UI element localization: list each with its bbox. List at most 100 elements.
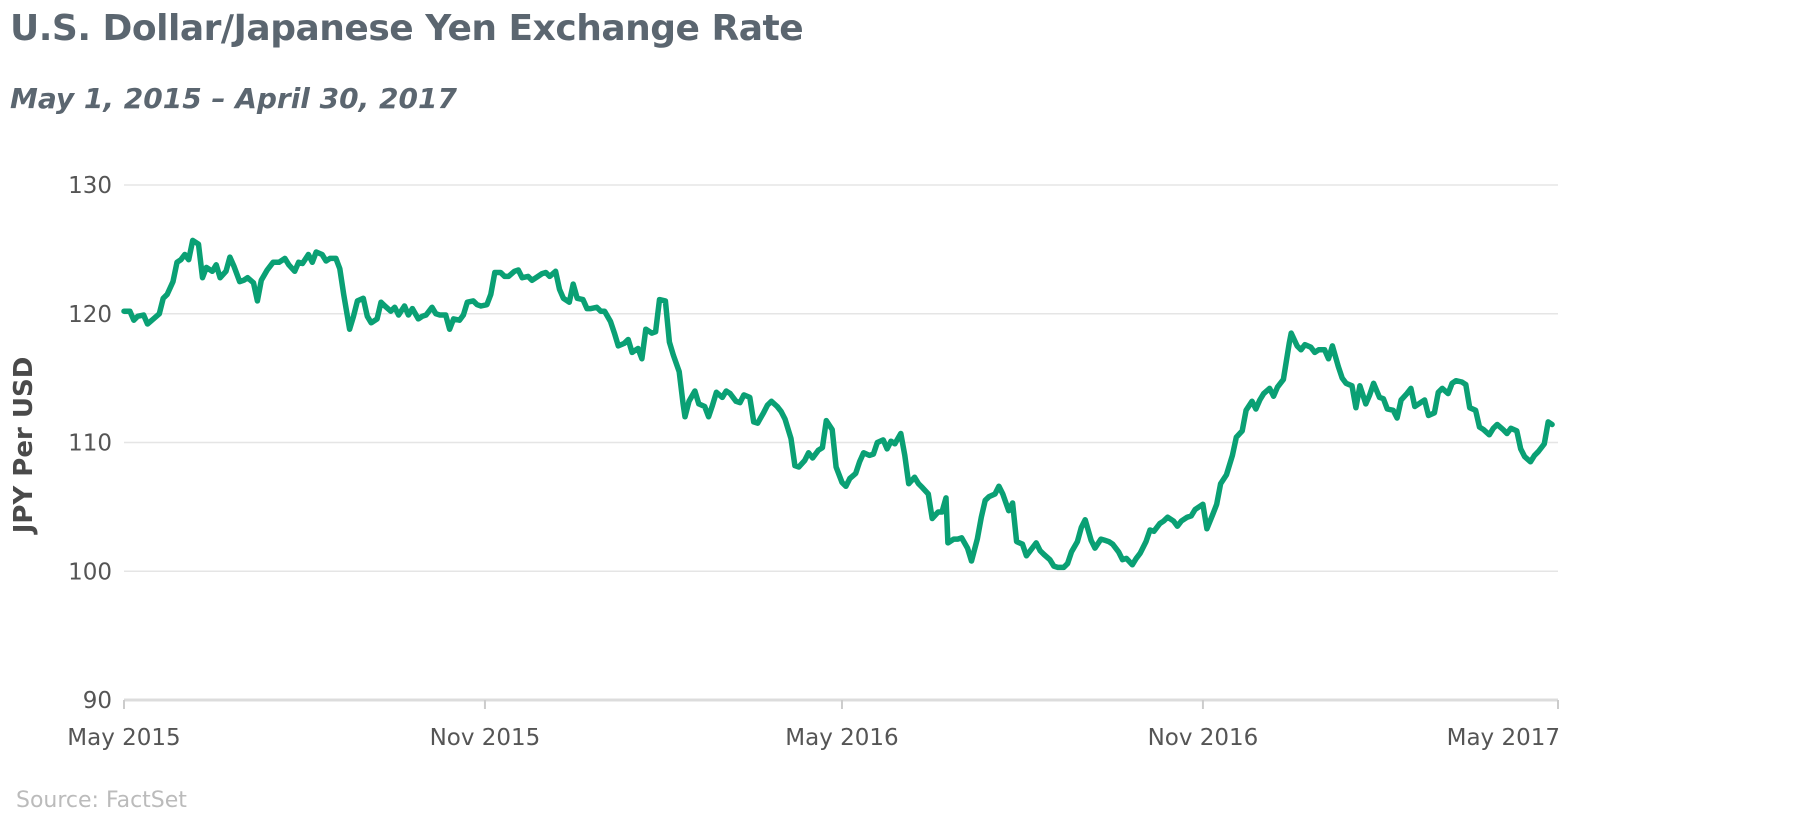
- data-point: [1177, 526, 1178, 527]
- data-point: [432, 307, 433, 308]
- data-point: [206, 267, 207, 268]
- data-point: [569, 302, 570, 303]
- data-point: [961, 537, 962, 538]
- data-point: [377, 318, 378, 319]
- data-point: [1493, 428, 1494, 429]
- y-tick-label-130: 130: [68, 173, 112, 199]
- data-point: [822, 447, 823, 448]
- data-point: [1324, 349, 1325, 350]
- data-point: [632, 352, 633, 353]
- data-point: [147, 324, 148, 325]
- data-point: [753, 421, 754, 422]
- data-point: [1355, 407, 1356, 408]
- data-point: [494, 272, 495, 273]
- data-point: [736, 401, 737, 402]
- data-point: [273, 262, 274, 263]
- data-point: [439, 315, 440, 316]
- data-point: [1255, 409, 1256, 410]
- data-point: [740, 402, 741, 403]
- data-point: [894, 443, 895, 444]
- data-point: [842, 482, 843, 483]
- data-point: [1544, 443, 1545, 444]
- data-point: [1428, 415, 1429, 416]
- data-point: [229, 257, 230, 258]
- data-point: [226, 271, 227, 272]
- data-point: [1104, 540, 1105, 541]
- data-point: [600, 311, 601, 312]
- data-point: [528, 276, 529, 277]
- data-point: [596, 307, 597, 308]
- data-point: [1346, 383, 1347, 384]
- data-point: [202, 277, 203, 278]
- data-point: [541, 273, 542, 274]
- data-point: [349, 329, 350, 330]
- data-point: [549, 276, 550, 277]
- data-point: [316, 252, 317, 253]
- data-point: [1022, 544, 1023, 545]
- data-point: [679, 371, 680, 372]
- data-point: [1424, 400, 1425, 401]
- y-axis-ticks: 90 100 110 120 130: [68, 173, 112, 714]
- data-point: [918, 483, 919, 484]
- data-point: [694, 391, 695, 392]
- data-point: [869, 455, 870, 456]
- data-point: [942, 512, 943, 513]
- y-axis-label: JPY Per USD: [9, 357, 39, 536]
- data-point: [1387, 409, 1388, 410]
- y-tick-label-120: 120: [68, 302, 112, 328]
- data-point: [1448, 393, 1449, 394]
- data-point: [826, 420, 827, 421]
- data-point: [1332, 345, 1333, 346]
- data-point: [1030, 550, 1031, 551]
- data-point: [308, 254, 309, 255]
- data-point: [908, 483, 909, 484]
- data-point: [808, 452, 809, 453]
- data-point: [408, 315, 409, 316]
- data-point: [932, 518, 933, 519]
- data-point: [284, 258, 285, 259]
- data-point: [1301, 349, 1302, 350]
- data-point: [1150, 530, 1151, 531]
- data-point: [453, 318, 454, 319]
- data-point: [1397, 418, 1398, 419]
- data-point: [1259, 400, 1260, 401]
- data-point: [836, 467, 837, 468]
- x-tick-label: May 2015: [67, 725, 180, 751]
- y-tick-label-100: 100: [68, 559, 112, 585]
- data-point: [1146, 541, 1147, 542]
- data-point: [957, 539, 958, 540]
- data-point: [124, 311, 125, 312]
- data-point: [873, 454, 874, 455]
- data-point: [1216, 504, 1217, 505]
- data-point: [1497, 424, 1498, 425]
- data-point: [504, 276, 505, 277]
- data-point: [1410, 388, 1411, 389]
- data-point: [1126, 558, 1127, 559]
- data-point: [1489, 434, 1490, 435]
- data-point: [1373, 383, 1374, 384]
- data-point: [712, 405, 713, 406]
- data-point: [1452, 383, 1453, 384]
- data-point: [1510, 428, 1511, 429]
- data-point: [928, 494, 929, 495]
- data-point: [1053, 566, 1054, 567]
- data-point: [1016, 541, 1017, 542]
- x-tick-label: May 2016: [785, 725, 898, 751]
- data-point: [532, 280, 533, 281]
- data-point: [1479, 427, 1480, 428]
- data-point: [412, 308, 413, 309]
- data-point: [371, 322, 372, 323]
- data-point: [1538, 451, 1539, 452]
- data-point: [651, 333, 652, 334]
- data-point: [233, 266, 234, 267]
- data-point: [1269, 388, 1270, 389]
- data-point: [449, 329, 450, 330]
- data-point: [188, 259, 189, 260]
- data-point: [659, 299, 660, 300]
- data-point: [1242, 430, 1243, 431]
- data-point: [508, 276, 509, 277]
- data-point: [1112, 544, 1113, 545]
- data-point: [267, 270, 268, 271]
- data-point: [794, 465, 795, 466]
- data-point: [1465, 384, 1466, 385]
